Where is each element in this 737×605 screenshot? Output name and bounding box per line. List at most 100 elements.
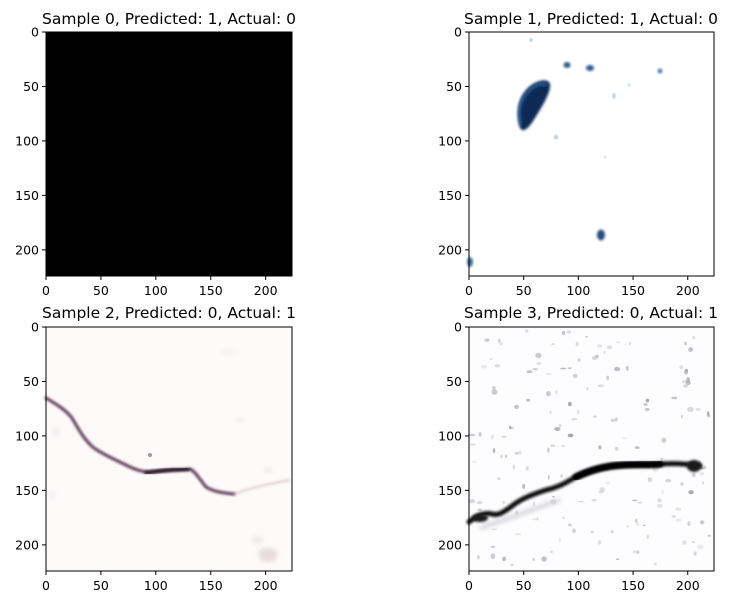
x-tick-label: 0 (42, 283, 50, 298)
speckle (645, 398, 650, 403)
speckle (559, 474, 564, 478)
speckle (578, 500, 584, 503)
y-tick-label: 200 (438, 537, 462, 552)
speckle (571, 417, 578, 421)
speckle (477, 554, 480, 560)
speckle (610, 418, 616, 422)
speckle (499, 342, 503, 346)
x-axis-ticks: 0 50 100 150 200 (42, 571, 278, 593)
speckle (626, 525, 630, 528)
speckle (586, 387, 589, 391)
speckle (471, 460, 477, 463)
stain (263, 467, 273, 473)
speckle (687, 521, 691, 527)
x-tick-label: 0 (465, 578, 473, 593)
speckle (494, 364, 501, 368)
speckle (591, 499, 597, 502)
speckle (518, 450, 522, 455)
y-tick-label: 150 (15, 483, 39, 498)
speckle (603, 350, 606, 355)
speckle (680, 414, 683, 419)
faint-blue-spot (554, 134, 558, 140)
image-content-thick-crack (466, 460, 703, 530)
y-axis-ticks: 0 50 100 150 200 (15, 25, 46, 257)
speckle (575, 341, 579, 347)
faint-blue-spot (612, 93, 616, 99)
image-background (46, 32, 292, 276)
blue-spot (563, 62, 571, 68)
speckle (647, 477, 653, 483)
speckle (514, 404, 519, 410)
speckle (616, 341, 621, 344)
speckle (541, 556, 547, 562)
image-area (466, 327, 714, 571)
speckle (680, 482, 684, 486)
speckle (657, 498, 662, 503)
speckle (547, 474, 550, 480)
stain (252, 536, 264, 544)
subplot-3: Sample 3, Predicted: 0, Actual: 1 0 50 100… (438, 304, 718, 593)
y-tick-label: 50 (446, 374, 462, 389)
speckle (688, 347, 693, 352)
speckle (590, 530, 594, 534)
axes-frame (468, 326, 715, 572)
speckle (675, 507, 682, 511)
speckle (546, 391, 551, 397)
speckle (512, 464, 516, 470)
speckle (561, 516, 566, 519)
x-tick-label: 50 (516, 578, 532, 593)
speckle (504, 454, 508, 458)
speckle (606, 375, 610, 381)
x-tick-label: 200 (676, 578, 700, 593)
speckle (598, 445, 602, 450)
speckle (671, 515, 676, 518)
speckle (561, 444, 566, 448)
y-tick-label: 150 (438, 188, 462, 203)
crack-blob (472, 514, 488, 522)
speckle (685, 380, 691, 386)
speckle (615, 558, 620, 560)
y-tick-label: 50 (446, 79, 462, 94)
speckle (597, 540, 602, 545)
crack-branch (233, 479, 291, 495)
x-tick-label: 100 (566, 283, 590, 298)
image-background (469, 327, 714, 571)
speckle (628, 341, 632, 346)
speckle (597, 384, 604, 388)
speckle (707, 534, 712, 537)
speckle-texture (468, 329, 712, 566)
speckle (570, 524, 573, 527)
speckle (675, 518, 682, 522)
speckle (665, 478, 672, 483)
speckle (550, 444, 556, 447)
speckle (683, 384, 688, 388)
speckle (532, 368, 539, 371)
x-tick-label: 150 (199, 283, 223, 298)
speckle (550, 550, 553, 554)
subplot-0: Sample 0, Predicted: 1, Actual: 0 0 50 100… (15, 10, 296, 298)
speckle (470, 443, 476, 446)
blue-spot (467, 257, 473, 267)
speckle (522, 483, 526, 490)
stain (48, 490, 56, 500)
x-tick-label: 200 (676, 283, 700, 298)
x-tick-label: 150 (621, 283, 645, 298)
y-tick-label: 200 (15, 242, 39, 257)
x-tick-label: 50 (516, 283, 532, 298)
axes-frame (45, 326, 293, 572)
speckle (572, 373, 578, 379)
crack-shadow (479, 498, 561, 530)
speckle (591, 355, 598, 361)
crack-blob (687, 460, 701, 472)
speckle (606, 345, 613, 350)
speckle (624, 343, 626, 346)
speckle (568, 433, 574, 438)
speckle (576, 409, 580, 415)
speckle (558, 537, 561, 543)
speckle (691, 472, 696, 478)
speckle (560, 367, 567, 370)
speckle (632, 499, 638, 502)
stain (222, 349, 238, 355)
y-tick-label: 50 (23, 79, 39, 94)
